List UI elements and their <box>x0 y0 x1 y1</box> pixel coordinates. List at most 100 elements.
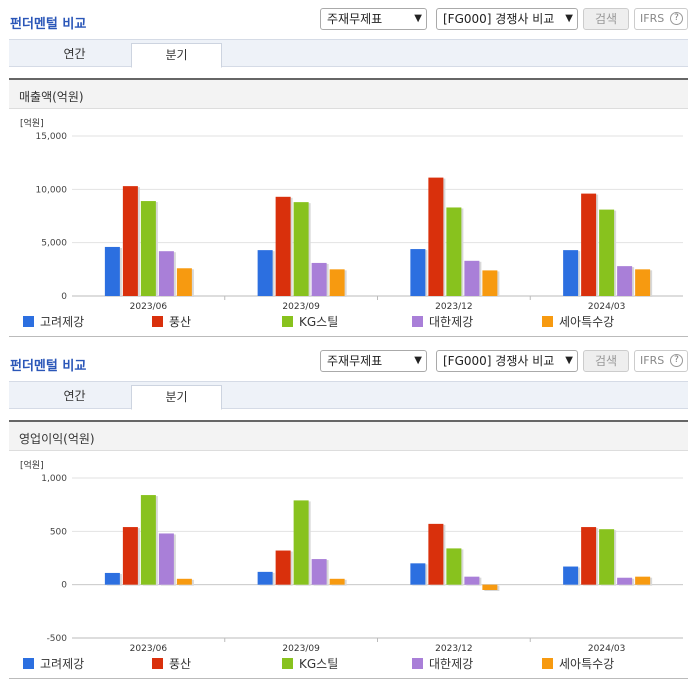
statement-select[interactable]: 주재무제표 ▼ <box>320 8 427 30</box>
legend-item[interactable]: KG스틸 <box>282 313 338 330</box>
chevron-down-icon: ▼ <box>414 13 422 24</box>
bar <box>428 523 444 585</box>
panel-title: 펀더멘털 비교 <box>10 17 87 32</box>
bar <box>257 571 273 585</box>
statement-select-value: 주재무제표 <box>327 354 383 368</box>
question-icon: ? <box>670 354 683 367</box>
bar <box>140 495 156 585</box>
bar <box>635 576 651 585</box>
legend-swatch <box>152 658 163 669</box>
ifrs-label: IFRS <box>640 12 665 25</box>
bar <box>446 207 462 296</box>
bar <box>176 268 192 296</box>
legend-swatch <box>412 658 423 669</box>
legend-swatch <box>412 316 423 327</box>
search-button[interactable]: 검색 <box>583 8 629 30</box>
chart-header: 영업이익(억원) <box>9 422 688 451</box>
y-tick-label: 500 <box>50 527 67 537</box>
y-tick-label: 0 <box>61 292 67 302</box>
legend-label: KG스틸 <box>299 315 339 329</box>
bar <box>158 251 174 296</box>
legend-label: 세아특수강 <box>559 657 615 671</box>
bar <box>293 500 309 585</box>
bar <box>581 527 597 585</box>
bar <box>176 578 192 585</box>
fundamental-panel-revenue: 펀더멘털 비교 주재무제표 ▼ [FG000] 경쟁사 비교 ▼ 검색 IFRS… <box>9 8 688 337</box>
bar <box>464 576 480 585</box>
legend-item[interactable]: KG스틸 <box>282 655 338 672</box>
x-tick-label: 2023/12 <box>435 302 472 312</box>
chevron-down-icon: ▼ <box>565 355 573 366</box>
bar <box>311 262 327 296</box>
bar <box>446 548 462 585</box>
search-button[interactable]: 검색 <box>583 350 629 372</box>
compare-select-value: [FG000] 경쟁사 비교 <box>443 354 555 368</box>
compare-select[interactable]: [FG000] 경쟁사 비교 ▼ <box>436 350 578 372</box>
panel-title: 펀더멘털 비교 <box>10 359 87 374</box>
legend-item[interactable]: 고려제강 <box>23 655 84 672</box>
tab-quarterly[interactable]: 분기 <box>131 385 222 410</box>
legend-label: 대한제강 <box>429 315 474 329</box>
bar <box>293 202 309 296</box>
x-tick-label: 2023/06 <box>130 644 168 654</box>
legend-label: 고려제강 <box>40 657 85 671</box>
legend-item[interactable]: 풍산 <box>152 313 191 330</box>
tab-quarterly[interactable]: 분기 <box>131 43 222 68</box>
y-tick-label: 5,000 <box>41 239 67 249</box>
bar <box>410 249 426 296</box>
bar <box>311 559 327 585</box>
bar <box>158 533 174 585</box>
bar <box>428 177 444 296</box>
y-tick-label: -500 <box>47 634 68 644</box>
chart-header: 매출액(억원) <box>9 80 688 109</box>
legend-swatch <box>542 658 553 669</box>
legend-swatch <box>542 316 553 327</box>
bar <box>617 577 633 585</box>
period-tabs: 연간 분기 <box>9 381 688 410</box>
legend-label: 고려제강 <box>40 315 85 329</box>
legend-item[interactable]: 대한제강 <box>412 655 473 672</box>
unit-label: [억원] <box>20 117 44 129</box>
bar <box>563 250 579 296</box>
legend-swatch <box>23 316 34 327</box>
tab-annual[interactable]: 연간 <box>63 389 86 403</box>
fundamental-panel-operating-profit: 펀더멘털 비교 주재무제표 ▼ [FG000] 경쟁사 비교 ▼ 검색 IFRS… <box>0 342 696 684</box>
x-tick-label: 2023/06 <box>130 302 168 312</box>
legend-swatch <box>282 316 293 327</box>
y-tick-label: 15,000 <box>36 132 68 142</box>
y-tick-label: 1,000 <box>41 474 67 484</box>
legend-item[interactable]: 세아특수강 <box>542 313 614 330</box>
chart-header-title: 매출액(억원) <box>19 90 84 104</box>
legend-label: 풍산 <box>169 315 192 329</box>
legend-item[interactable]: 대한제강 <box>412 313 473 330</box>
chart-container: 매출액(억원) <box>9 78 688 337</box>
tab-annual[interactable]: 연간 <box>63 47 86 61</box>
chevron-down-icon: ▼ <box>565 13 573 24</box>
bar <box>257 250 273 296</box>
bar <box>410 563 426 585</box>
x-tick-label: 2024/03 <box>588 302 625 312</box>
legend-label: 세아특수강 <box>559 315 615 329</box>
question-icon: ? <box>670 12 683 25</box>
legend-item[interactable]: 세아특수강 <box>542 655 614 672</box>
bar <box>122 186 138 296</box>
legend-item[interactable]: 풍산 <box>152 655 191 672</box>
chart-header-title: 영업이익(억원) <box>19 432 95 446</box>
legend-swatch <box>282 658 293 669</box>
bar <box>275 196 291 296</box>
bar <box>599 209 615 296</box>
statement-select[interactable]: 주재무제표 ▼ <box>320 350 427 372</box>
ifrs-help-button[interactable]: IFRS ? <box>634 350 688 372</box>
legend-item[interactable]: 고려제강 <box>23 313 84 330</box>
ifrs-label: IFRS <box>640 354 665 367</box>
compare-select[interactable]: [FG000] 경쟁사 비교 ▼ <box>436 8 578 30</box>
y-tick-label: 10,000 <box>36 185 68 195</box>
legend-label: KG스틸 <box>299 657 339 671</box>
bar <box>329 269 345 296</box>
x-tick-label: 2023/09 <box>282 644 320 654</box>
bar <box>329 578 345 585</box>
legend-label: 풍산 <box>169 657 192 671</box>
ifrs-help-button[interactable]: IFRS ? <box>634 8 688 30</box>
bar <box>482 584 498 590</box>
bar <box>599 529 615 585</box>
